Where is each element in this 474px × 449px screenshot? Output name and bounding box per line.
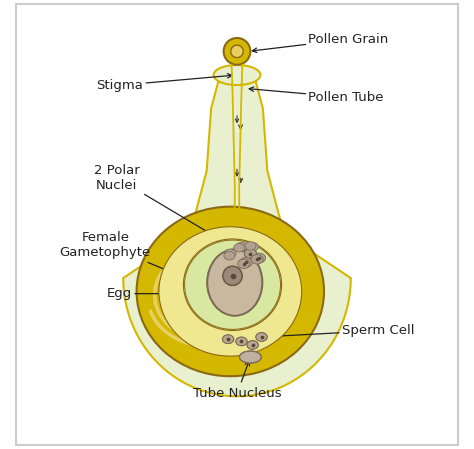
Text: Tube Nucleus: Tube Nucleus [193, 361, 281, 401]
Ellipse shape [236, 337, 247, 346]
Text: Pollen Grain: Pollen Grain [252, 33, 389, 53]
Ellipse shape [236, 242, 247, 251]
Text: Female
Gametophyte: Female Gametophyte [60, 231, 198, 283]
Ellipse shape [225, 249, 236, 258]
Circle shape [231, 45, 243, 57]
Text: 2 Polar
Nuclei: 2 Polar Nuclei [94, 163, 238, 250]
Ellipse shape [244, 249, 256, 259]
Ellipse shape [164, 230, 297, 353]
Ellipse shape [247, 242, 258, 251]
Text: Egg: Egg [107, 287, 214, 300]
Ellipse shape [247, 340, 258, 349]
Ellipse shape [239, 351, 262, 363]
Text: Pollen Tube: Pollen Tube [249, 87, 384, 104]
Circle shape [223, 266, 242, 285]
Ellipse shape [256, 333, 267, 341]
Ellipse shape [240, 351, 261, 363]
Ellipse shape [208, 250, 262, 316]
Polygon shape [123, 82, 351, 396]
Ellipse shape [207, 249, 263, 316]
Ellipse shape [234, 243, 245, 252]
Ellipse shape [251, 255, 263, 264]
Ellipse shape [214, 65, 260, 85]
Ellipse shape [222, 335, 234, 343]
Ellipse shape [245, 242, 256, 250]
Ellipse shape [240, 258, 252, 267]
Text: Stigma: Stigma [96, 74, 232, 92]
Ellipse shape [237, 259, 250, 269]
Ellipse shape [247, 341, 258, 349]
Ellipse shape [236, 337, 247, 346]
Ellipse shape [253, 253, 265, 263]
Ellipse shape [245, 249, 256, 258]
Text: Sperm Cell: Sperm Cell [266, 324, 414, 339]
Circle shape [224, 38, 250, 65]
Ellipse shape [256, 333, 267, 341]
Ellipse shape [184, 240, 281, 330]
Circle shape [223, 266, 242, 286]
Ellipse shape [183, 239, 282, 330]
Ellipse shape [159, 227, 302, 356]
Ellipse shape [222, 335, 234, 343]
Ellipse shape [137, 207, 324, 376]
Ellipse shape [224, 251, 235, 260]
